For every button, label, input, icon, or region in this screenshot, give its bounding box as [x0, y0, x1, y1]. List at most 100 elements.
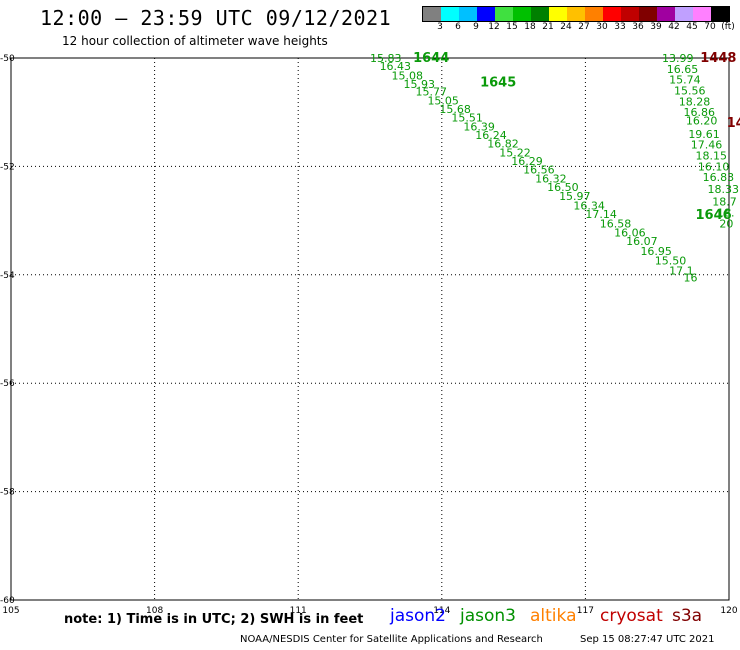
swh-value-label: 16.95: [640, 245, 672, 258]
color-swatch: [423, 7, 441, 21]
swh-value-label: 16.65: [667, 63, 699, 76]
longitude-tick-label: 120: [720, 606, 737, 616]
grid-lines: [11, 58, 729, 600]
swh-value-label: 16.86: [684, 106, 716, 119]
swh-value-label: 20: [719, 217, 733, 230]
swh-value-label: 16.39: [463, 120, 495, 133]
plot-frame: [10, 57, 730, 601]
swh-value-label: 15.77: [415, 86, 447, 99]
swh-value-label: 16.06: [614, 227, 646, 240]
swh-value-label: 15.50: [655, 255, 687, 268]
color-scale-label: 21: [542, 22, 554, 32]
legend-altika: altika: [530, 606, 577, 626]
swh-value-label: 18.: [717, 206, 735, 219]
legend-jason3: jason3: [460, 606, 516, 626]
pass-labels: 1644 1645 1646 1448 144: [413, 51, 740, 223]
swh-value-label: 16.29: [511, 155, 543, 168]
map-subtitle: 12 hour collection of altimeter wave hei…: [62, 34, 328, 48]
swh-value-label: 18.28: [679, 95, 711, 108]
map-title: 12:00 – 23:59 UTC 09/12/2021: [40, 6, 392, 30]
footer-note: note: 1) Time is in UTC; 2) SWH is in fe…: [64, 612, 364, 627]
swh-value-label: 15.08: [392, 69, 424, 82]
color-swatch: [603, 7, 621, 21]
color-swatch: [513, 7, 531, 21]
swh-value-label: 17.14: [585, 208, 617, 221]
swh-value-label: 15.51: [451, 112, 483, 125]
color-scale-bar: [422, 6, 730, 22]
swh-value-label: 16.56: [523, 164, 555, 177]
swh-value-label: 16.34: [573, 199, 605, 212]
swh-value-label: 16.10: [698, 160, 730, 173]
swh-value-label: 13.99: [662, 52, 694, 65]
color-swatch: [549, 7, 567, 21]
color-scale-label: 27: [578, 22, 590, 32]
color-scale-label: 6: [455, 22, 461, 32]
swh-value-label: 16.83: [703, 171, 735, 184]
swh-value-label: 17.1: [669, 264, 694, 277]
color-scale-label: 18: [524, 22, 536, 32]
swh-value-label: 15.97: [559, 190, 591, 203]
color-swatch: [693, 7, 711, 21]
latitude-tick-label: -60: [0, 596, 15, 606]
legend-jason2: jason2: [390, 606, 446, 626]
color-swatch: [567, 7, 585, 21]
color-scale-label: 36: [632, 22, 644, 32]
swh-value-label: 16.07: [626, 235, 658, 248]
latitude-tick-label: -58: [0, 488, 15, 498]
longitude-tick-label: 117: [577, 606, 594, 616]
color-scale-label: 33: [614, 22, 626, 32]
color-swatch: [657, 7, 675, 21]
swh-value-label: 16.58: [600, 217, 632, 230]
swh-value-label: 17.46: [691, 139, 723, 152]
pass-number-label: 1448: [700, 51, 736, 66]
color-swatch: [495, 7, 513, 21]
swh-value-label: 16.82: [487, 138, 518, 151]
latitude-tick-label: -56: [0, 379, 15, 389]
pass-number-label: 1644: [413, 51, 449, 66]
latitude-tick-label: -50: [0, 54, 15, 64]
color-scale-label: 30: [596, 22, 608, 32]
swh-value-label: 15.56: [674, 85, 706, 98]
color-swatch: [711, 7, 729, 21]
color-scale-label: 24: [560, 22, 572, 32]
color-swatch: [459, 7, 477, 21]
color-scale-label: 9: [473, 22, 479, 32]
latitude-tick-label: -54: [0, 271, 15, 281]
legend-cryosat: cryosat: [600, 606, 663, 626]
latitude-tick-label: -52: [0, 162, 15, 172]
color-scale-label: 3: [437, 22, 443, 32]
credit-line: NOAA/NESDIS Center for Satellite Applica…: [240, 634, 543, 645]
color-scale-label: 42: [668, 22, 680, 32]
color-swatch: [675, 7, 693, 21]
swh-value-label: 15.68: [439, 103, 471, 116]
axis-tick-labels: 105 108 111 114 117 120 -50 -52 -54 -56 -58 -60: [0, 54, 738, 616]
swh-value-label: 18.33: [707, 183, 739, 196]
swh-value-label: 16: [684, 272, 698, 285]
color-scale-label: 39: [650, 22, 662, 32]
swh-value-label: 19.61: [688, 128, 720, 141]
swh-value-label: 15.22: [499, 146, 531, 159]
pass-number-label: 1645: [480, 75, 516, 90]
color-swatch: [531, 7, 549, 21]
swh-value-label: 16.20: [686, 114, 718, 127]
swh-value-label: 16.50: [547, 181, 579, 194]
longitude-tick-label: 108: [146, 606, 163, 616]
color-swatch: [621, 7, 639, 21]
swh-value-label: 16.43: [380, 60, 412, 73]
swh-points: 15.8316.4315.0815.9315.7715.0515.6815.51…: [370, 52, 739, 285]
color-scale-label: 45: [686, 22, 698, 32]
longitude-tick-label: 114: [433, 606, 450, 616]
swh-value-label: 15.74: [669, 74, 701, 87]
swh-value-label: 15.83: [370, 52, 402, 65]
longitude-tick-label: 105: [2, 606, 19, 616]
color-scale-labels: 3 6 9 12 15 18 21 24 27 30 33 36 39 42 45 70 (ft): [422, 22, 740, 34]
color-scale-label: (ft): [721, 22, 735, 32]
color-scale-label: 70: [704, 22, 716, 32]
swh-value-label: 16.24: [475, 129, 507, 142]
swh-value-label: 18.15: [695, 150, 727, 163]
color-scale-label: 12: [488, 22, 500, 32]
color-swatch: [441, 7, 459, 21]
generated-timestamp: Sep 15 08:27:47 UTC 2021: [580, 634, 715, 645]
swh-value-label: 18.7: [712, 196, 737, 209]
